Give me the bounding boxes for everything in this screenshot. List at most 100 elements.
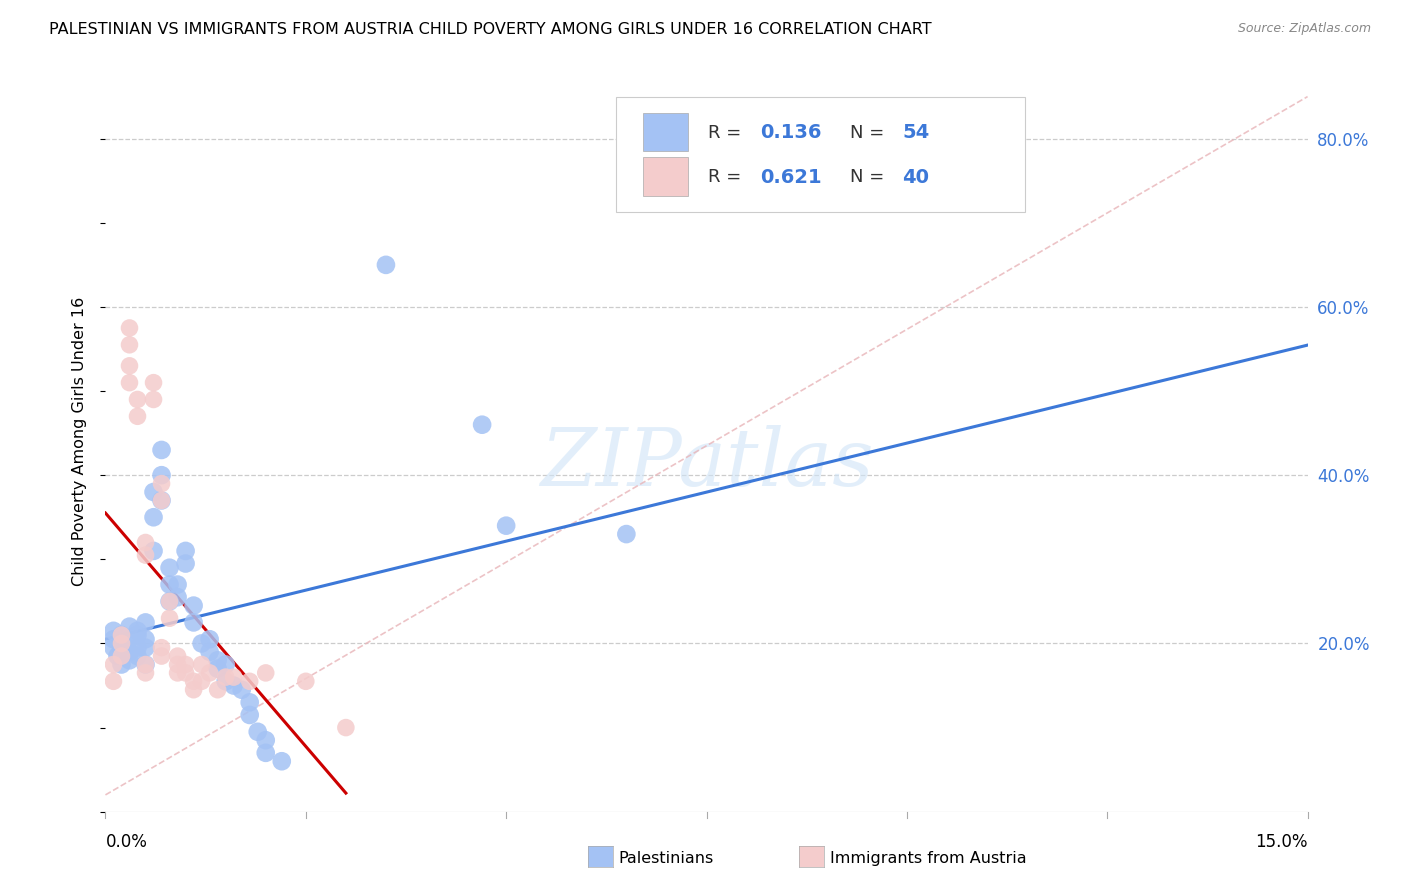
Point: [118, 653, 141, 667]
Text: ZIPatlas: ZIPatlas: [540, 425, 873, 502]
Point: [174, 657, 197, 672]
Text: Immigrants from Austria: Immigrants from Austria: [830, 851, 1026, 865]
Point: [118, 645, 141, 659]
Point: [207, 682, 229, 697]
Point: [254, 733, 277, 747]
Point: [110, 628, 132, 642]
Point: [150, 442, 173, 457]
Text: 0.0%: 0.0%: [105, 833, 148, 851]
Point: [198, 665, 221, 680]
Point: [127, 640, 149, 655]
Text: Source: ZipAtlas.com: Source: ZipAtlas.com: [1237, 22, 1371, 36]
Text: 54: 54: [903, 123, 929, 143]
Bar: [643, 157, 689, 195]
Point: [246, 724, 269, 739]
Point: [159, 560, 181, 574]
Text: Palestinians: Palestinians: [619, 851, 714, 865]
Point: [495, 518, 517, 533]
Point: [110, 636, 132, 650]
Point: [118, 338, 141, 352]
Text: 0.621: 0.621: [761, 168, 823, 186]
Point: [183, 674, 205, 689]
Bar: [643, 112, 689, 152]
Point: [135, 640, 157, 655]
Point: [174, 665, 197, 680]
Point: [159, 594, 181, 608]
Text: N =: N =: [849, 169, 890, 186]
Point: [135, 665, 157, 680]
Point: [127, 624, 149, 638]
Point: [127, 392, 149, 407]
Point: [150, 468, 173, 483]
Point: [127, 649, 149, 664]
Point: [110, 649, 132, 664]
Point: [150, 493, 173, 508]
Point: [270, 754, 292, 768]
Point: [103, 674, 125, 689]
Point: [135, 535, 157, 549]
Point: [166, 649, 188, 664]
Point: [190, 674, 212, 689]
Point: [239, 708, 262, 723]
Point: [118, 632, 141, 647]
Point: [150, 640, 173, 655]
Point: [159, 577, 181, 591]
Point: [335, 721, 357, 735]
Point: [103, 632, 125, 647]
Point: [135, 657, 157, 672]
Point: [166, 665, 188, 680]
Point: [127, 628, 149, 642]
Text: R =: R =: [707, 124, 747, 142]
Point: [150, 476, 173, 491]
Point: [135, 657, 157, 672]
Point: [118, 359, 141, 373]
Y-axis label: Child Poverty Among Girls Under 16: Child Poverty Among Girls Under 16: [72, 297, 87, 586]
Point: [295, 674, 318, 689]
Point: [150, 649, 173, 664]
Point: [198, 645, 221, 659]
Point: [135, 632, 157, 647]
Point: [135, 615, 157, 630]
Point: [239, 695, 262, 709]
Point: [135, 548, 157, 562]
Point: [471, 417, 494, 432]
Point: [103, 657, 125, 672]
Point: [207, 653, 229, 667]
Point: [118, 376, 141, 390]
Point: [190, 657, 212, 672]
Point: [214, 657, 236, 672]
Point: [374, 258, 398, 272]
Point: [231, 682, 253, 697]
Point: [166, 577, 188, 591]
Point: [159, 611, 181, 625]
FancyBboxPatch shape: [616, 97, 1025, 212]
Point: [110, 640, 132, 655]
Point: [239, 674, 262, 689]
Text: N =: N =: [849, 124, 890, 142]
Text: 0.136: 0.136: [761, 123, 823, 143]
Point: [142, 485, 165, 500]
Point: [118, 619, 141, 633]
Point: [150, 493, 173, 508]
Point: [174, 544, 197, 558]
Point: [142, 392, 165, 407]
Point: [222, 679, 245, 693]
Point: [110, 628, 132, 642]
Point: [254, 746, 277, 760]
Point: [214, 670, 236, 684]
Point: [142, 376, 165, 390]
Point: [127, 409, 149, 424]
Point: [107, 649, 129, 664]
Point: [214, 674, 236, 689]
Point: [207, 662, 229, 676]
Point: [142, 544, 165, 558]
Text: 40: 40: [903, 168, 929, 186]
Text: 15.0%: 15.0%: [1256, 833, 1308, 851]
Point: [166, 657, 188, 672]
Point: [142, 510, 165, 524]
Point: [110, 636, 132, 650]
Point: [174, 557, 197, 571]
Text: PALESTINIAN VS IMMIGRANTS FROM AUSTRIA CHILD POVERTY AMONG GIRLS UNDER 16 CORREL: PALESTINIAN VS IMMIGRANTS FROM AUSTRIA C…: [49, 22, 932, 37]
Point: [190, 636, 212, 650]
Point: [254, 665, 277, 680]
